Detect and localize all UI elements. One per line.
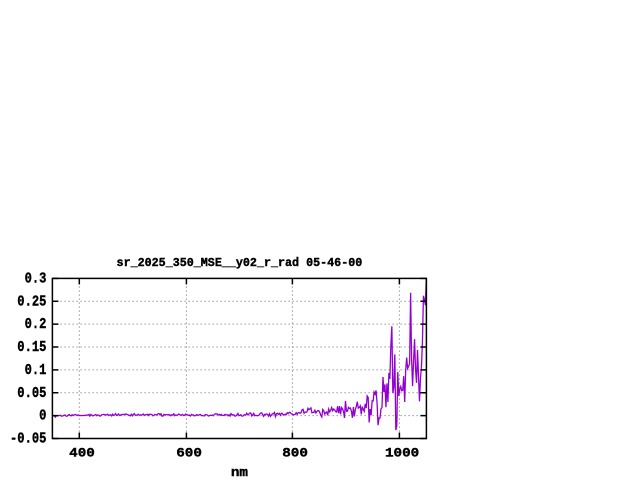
svg-text:0.05: 0.05 [17, 386, 46, 402]
svg-text:1000: 1000 [385, 447, 419, 461]
svg-text:0.1: 0.1 [25, 363, 47, 379]
svg-text:0.15: 0.15 [17, 340, 46, 356]
svg-text:600: 600 [176, 447, 202, 461]
svg-text:0.3: 0.3 [25, 271, 47, 287]
svg-text:nm: nm [231, 466, 248, 480]
svg-text:0: 0 [39, 409, 46, 425]
svg-text:0.2: 0.2 [25, 317, 47, 333]
svg-text:sr_2025_350_MSE__y02_r_rad 05-: sr_2025_350_MSE__y02_r_rad 05-46-00 [117, 256, 363, 270]
svg-text:400: 400 [69, 447, 95, 461]
svg-text:0.25: 0.25 [17, 294, 46, 310]
svg-text:800: 800 [282, 447, 308, 461]
svg-text:-0.05: -0.05 [10, 432, 46, 448]
